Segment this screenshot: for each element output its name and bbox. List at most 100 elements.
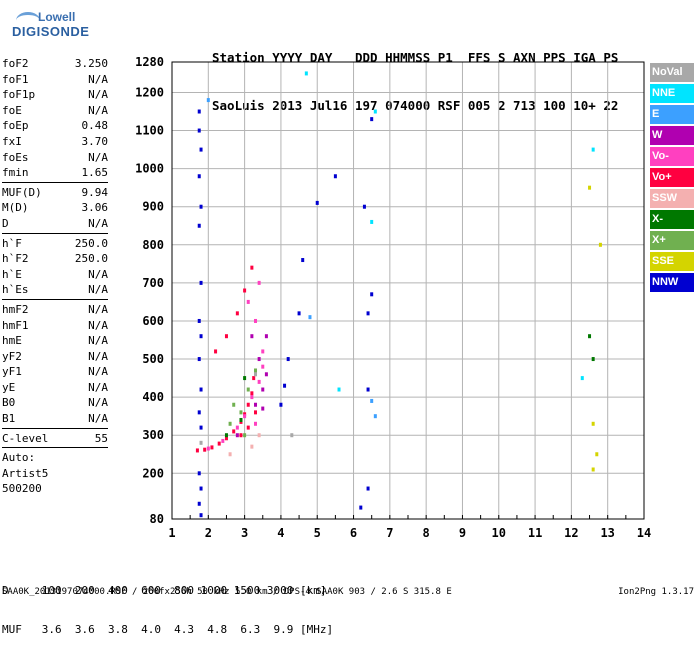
param-name: yF2 (2, 349, 22, 363)
data-point (591, 421, 595, 426)
data-point (246, 387, 250, 392)
data-point (370, 117, 374, 122)
data-point (199, 387, 203, 392)
param-row: h`Es N/A (2, 282, 108, 298)
param-row: hmE N/A (2, 333, 108, 349)
param-name: hmF2 (2, 302, 29, 316)
param-name: foEp (2, 119, 29, 133)
muf-table-muf-row: MUF 3.6 3.6 3.8 4.0 4.3 4.8 6.3 9.9 [MHz… (2, 623, 334, 636)
data-point (286, 357, 290, 362)
data-point (197, 357, 201, 362)
data-point (235, 425, 239, 430)
data-point (243, 376, 247, 381)
y-tick-label: 1200 (135, 85, 164, 99)
data-point (580, 376, 584, 381)
param-value: N/A (88, 88, 108, 102)
data-point (199, 513, 203, 518)
param-name: B0 (2, 396, 16, 410)
param-name: h`E (2, 267, 22, 281)
data-point (203, 447, 207, 452)
header-row2: SaoLuis 2013 Jul16 197 074000 RSF 005 2 … (212, 98, 619, 113)
legend-item: Vo+ (650, 168, 694, 187)
data-point (239, 433, 243, 438)
data-point (232, 429, 236, 434)
param-name: hmF1 (2, 318, 29, 332)
param-row: hmF2 N/A (2, 302, 108, 318)
plot-frame (171, 61, 645, 520)
header-row1: Station YYYY DAY DDD HHMMSS P1 FFS S AXN… (212, 50, 619, 65)
x-tick-label: 2 (205, 526, 212, 540)
muf-table: D 100 200 400 600 800 1000 1500 3000 [km… (2, 558, 333, 649)
data-point (228, 452, 232, 457)
x-tick-label: 1 (168, 526, 175, 540)
data-point (279, 402, 283, 407)
legend-item: Vo- (650, 147, 694, 166)
data-point (283, 383, 287, 388)
data-point (197, 501, 201, 506)
x-tick-label: 8 (423, 526, 430, 540)
data-point (290, 433, 294, 438)
param-value: 3.70 (81, 134, 109, 148)
y-tick-label: 1280 (135, 55, 164, 69)
x-tick-label: 10 (492, 526, 506, 540)
param-row: yE N/A (2, 380, 108, 396)
footer-info: SAA0K_2013197074000.RSF / 260fx256h 50 k… (2, 587, 452, 597)
param-row: B0 N/A (2, 395, 108, 411)
param-name: fxI (2, 134, 22, 148)
data-point (197, 471, 201, 476)
param-value: N/A (88, 380, 108, 394)
param-value: 250.0 (74, 252, 108, 266)
param-row: foEp 0.48 (2, 118, 108, 134)
data-point (261, 364, 265, 369)
param-value: N/A (88, 216, 108, 230)
digisonde-logo: Lowell DIGISONDE (6, 6, 106, 46)
param-value: N/A (88, 334, 108, 348)
param-row: h`F2 250.0 (2, 251, 108, 267)
param-name: foF1 (2, 72, 29, 86)
data-point (250, 391, 254, 396)
param-row: foEs N/A (2, 150, 108, 166)
legend-item: NoVal (650, 63, 694, 82)
data-point (224, 436, 228, 441)
data-point (588, 334, 592, 339)
param-value: N/A (88, 103, 108, 117)
param-separator (2, 232, 108, 234)
muf-table-distance-row: D 100 200 400 600 800 1000 1500 3000 [km… (2, 584, 327, 597)
data-point (197, 410, 201, 415)
param-separator (2, 427, 108, 429)
param-row: fxI 3.70 (2, 134, 108, 150)
logo-line2: DIGISONDE (12, 24, 90, 39)
data-point (246, 402, 250, 407)
x-tick-label: 13 (600, 526, 614, 540)
param-name: h`F2 (2, 252, 29, 266)
data-point (366, 311, 370, 316)
x-tick-label: 12 (564, 526, 578, 540)
data-point (250, 444, 254, 449)
param-name: Artist5 (2, 466, 49, 480)
param-row: MUF(D) 9.94 (2, 185, 108, 201)
y-tick-label: 800 (142, 238, 164, 252)
data-point (199, 425, 203, 430)
data-point (197, 109, 201, 114)
data-point (337, 387, 341, 392)
data-point (370, 398, 374, 403)
param-name: 500200 (2, 482, 42, 496)
param-value: N/A (88, 267, 108, 281)
y-tick-label: 400 (142, 390, 164, 404)
legend-item: SSE (650, 252, 694, 271)
data-point (243, 288, 247, 293)
param-row: yF2 N/A (2, 349, 108, 365)
parameter-panel: foF2 3.250 foF1 N/A foF1p N/A foE N/A foEp 0.48 fx… (2, 56, 108, 497)
data-point (261, 406, 265, 411)
param-name: C-level (2, 431, 49, 445)
param-name: h`Es (2, 283, 29, 297)
param-row: Artist5 (2, 466, 108, 482)
data-point (206, 98, 210, 103)
data-point (359, 505, 363, 510)
footer-version: Ion2Png 1.3.17 (618, 587, 694, 597)
data-point (261, 349, 265, 354)
legend-item: NNE (650, 84, 694, 103)
param-name: yF1 (2, 365, 22, 379)
data-point (373, 414, 377, 419)
data-point (373, 109, 377, 114)
